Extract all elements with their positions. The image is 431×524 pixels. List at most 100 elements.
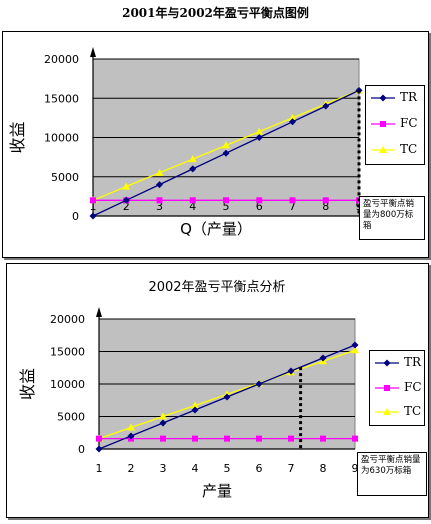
chart-2001-svg: 05000100001500020000123456789Q（产量）收益 bbox=[8, 47, 363, 238]
series-point bbox=[319, 354, 327, 362]
x-tick-label: 8 bbox=[322, 200, 329, 213]
x-tick-label: 3 bbox=[160, 462, 167, 475]
x-tick-label: 1 bbox=[90, 200, 97, 213]
series-TR bbox=[95, 341, 359, 453]
series-point bbox=[255, 380, 263, 388]
legend-item-TC: TC bbox=[366, 138, 424, 162]
legend-swatch bbox=[371, 146, 395, 153]
series-point bbox=[352, 435, 358, 442]
series-FC bbox=[96, 435, 358, 442]
y-tick-label: 5000 bbox=[57, 411, 85, 424]
series-point bbox=[223, 393, 231, 401]
series-point bbox=[223, 197, 229, 204]
y-tick-label: 5000 bbox=[51, 171, 79, 184]
series-point bbox=[89, 212, 97, 220]
series-point bbox=[288, 435, 294, 442]
series-point bbox=[90, 197, 96, 204]
x-tick-label: 8 bbox=[320, 462, 327, 475]
y-tick-label: 20000 bbox=[44, 53, 79, 66]
y-tick-label: 10000 bbox=[44, 132, 79, 145]
series-point bbox=[322, 197, 329, 204]
series-point bbox=[189, 197, 196, 204]
legend-label: TC bbox=[400, 142, 418, 156]
chart-2002-breakeven-note: 盈亏平衡点销量为630万标箱 bbox=[357, 452, 427, 496]
legend-label: TC bbox=[404, 404, 422, 419]
y-axis-label: 收益 bbox=[8, 121, 27, 153]
series-point bbox=[122, 182, 131, 190]
y-tick-label: 15000 bbox=[50, 346, 85, 359]
series-point bbox=[222, 149, 230, 157]
series-point bbox=[380, 121, 386, 127]
series-point bbox=[159, 412, 167, 420]
y-axis-arrow bbox=[96, 307, 102, 317]
x-tick-label: 2 bbox=[128, 462, 135, 475]
x-tick-label: 2 bbox=[123, 200, 130, 213]
series-point bbox=[256, 435, 262, 442]
y-tick-label: 20000 bbox=[50, 313, 85, 326]
series-point bbox=[189, 165, 197, 173]
series-point bbox=[379, 94, 387, 102]
x-tick-label: 5 bbox=[223, 200, 230, 213]
chart-2001-legend: TR FC TC bbox=[365, 85, 425, 165]
x-tick-label: 9 bbox=[352, 462, 359, 475]
series-point bbox=[384, 384, 390, 391]
series-point bbox=[383, 359, 391, 367]
legend-item-TR: TR bbox=[366, 86, 424, 110]
x-tick-label: 6 bbox=[256, 462, 263, 475]
series-point bbox=[159, 419, 167, 427]
legend-label: TR bbox=[404, 355, 422, 369]
series-point bbox=[96, 435, 102, 442]
legend-item-FC: FC bbox=[366, 112, 424, 136]
chart-title: 2002年盈亏平衡点分析 bbox=[148, 280, 285, 295]
series-point bbox=[383, 408, 391, 416]
series-point bbox=[156, 181, 163, 189]
chart-2001-frame[interactable]: 05000100001500020000123456789Q（产量）收益 TRF… bbox=[2, 31, 429, 258]
y-tick-label: 0 bbox=[78, 443, 85, 456]
x-tick-label: 5 bbox=[224, 462, 231, 475]
legend-item-FC: FC bbox=[370, 376, 424, 400]
series-point bbox=[379, 146, 387, 153]
series-point bbox=[222, 141, 230, 149]
series-point bbox=[287, 367, 295, 375]
x-axis-label: 产量 bbox=[202, 482, 232, 500]
series-point bbox=[160, 435, 166, 442]
x-tick-label: 7 bbox=[289, 200, 296, 213]
x-tick-label: 4 bbox=[189, 200, 196, 213]
legend-item-TR: TR bbox=[370, 351, 424, 375]
y-tick-label: 15000 bbox=[44, 92, 79, 105]
series-point bbox=[188, 155, 197, 163]
chart-2002-legend: TR FC TC bbox=[369, 350, 425, 426]
x-tick-label: 1 bbox=[96, 462, 103, 475]
x-axis-label: Q（产量） bbox=[180, 220, 252, 238]
legend-swatch bbox=[375, 408, 399, 416]
series-point bbox=[255, 134, 263, 141]
series-point bbox=[127, 432, 135, 440]
legend-label: FC bbox=[400, 116, 418, 130]
chart-2002-svg: 0 5000 10000 15000 20000 1 2 3 4 5 6 7 8 9 产量 收益 2002年盈亏… bbox=[18, 280, 359, 500]
legend-swatch bbox=[375, 384, 399, 391]
y-axis-label: 收益 bbox=[18, 368, 37, 400]
series-TR bbox=[89, 86, 363, 220]
series-point bbox=[351, 341, 359, 349]
series-point bbox=[255, 127, 264, 135]
series-point bbox=[192, 435, 198, 442]
series-point bbox=[191, 406, 199, 414]
series-point bbox=[155, 168, 164, 176]
chart-2002-frame[interactable]: 0 5000 10000 15000 20000 1 2 3 4 5 6 7 8 9 产量 收益 2002年盈亏… bbox=[6, 263, 429, 518]
legend-label: TR bbox=[400, 90, 418, 104]
series-point bbox=[156, 197, 163, 204]
y-axis-arrow bbox=[90, 47, 96, 57]
series-point bbox=[320, 435, 326, 442]
series-point bbox=[127, 423, 135, 431]
legend-label: FC bbox=[404, 379, 422, 394]
legend-swatch bbox=[375, 359, 399, 367]
x-tick-label: 3 bbox=[156, 200, 163, 213]
x-tick-label: 7 bbox=[288, 462, 295, 475]
series-point bbox=[95, 445, 103, 453]
series-point bbox=[322, 102, 330, 110]
legend-item-TC: TC bbox=[370, 400, 424, 424]
legend-swatch bbox=[371, 94, 395, 102]
series-point bbox=[122, 196, 130, 204]
legend-swatch bbox=[371, 121, 395, 127]
y-tick-label: 10000 bbox=[50, 378, 85, 391]
